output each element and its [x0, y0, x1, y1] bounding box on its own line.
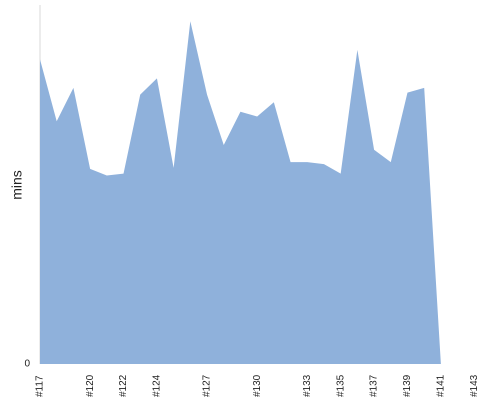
x-tick-label: #137 — [369, 374, 380, 397]
x-tick-label: #124 — [152, 374, 163, 397]
area-series-1 — [40, 21, 491, 365]
x-tick-label: #130 — [252, 374, 263, 397]
x-tick-label: #143 — [469, 374, 480, 397]
area-layer — [40, 21, 491, 365]
x-tick-label: #120 — [85, 374, 96, 397]
x-tick-label: #133 — [302, 374, 313, 397]
x-tick-layer: #117 #120 #122 #124 #127 #130 #133 #135 #137 #139… — [35, 374, 480, 397]
y-tick-label: 0 — [24, 359, 30, 370]
x-tick-label: #141 — [436, 374, 447, 397]
x-tick-label: #122 — [118, 374, 129, 397]
x-tick-label: #127 — [202, 374, 213, 397]
y-axis-title: mins — [9, 170, 25, 200]
x-tick-label: #117 — [35, 375, 46, 397]
x-tick-label: #139 — [402, 374, 413, 397]
x-tick-label: #135 — [335, 374, 346, 397]
